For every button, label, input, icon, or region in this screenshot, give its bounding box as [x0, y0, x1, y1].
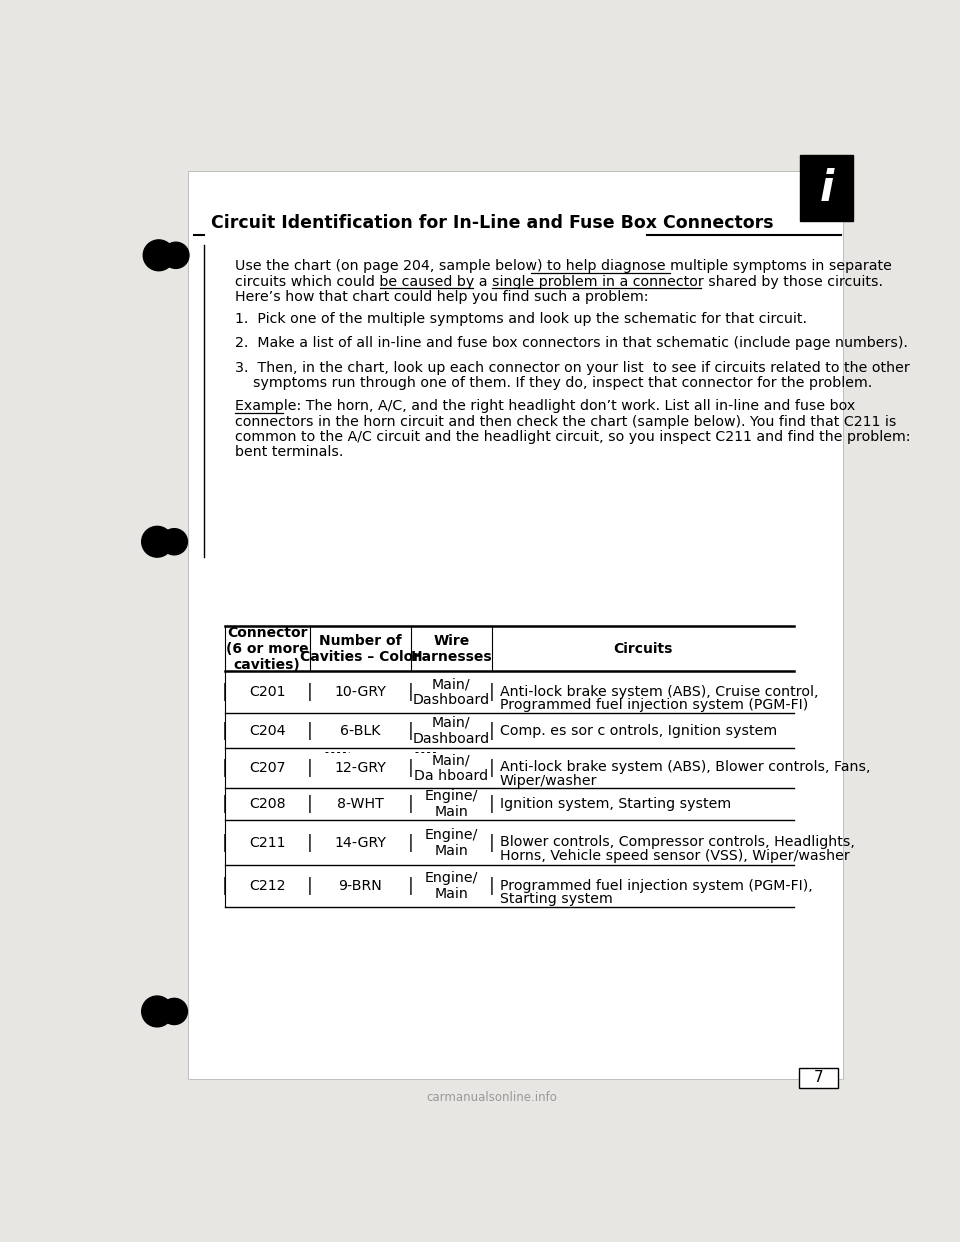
Text: Main/
Da hboard: Main/ Da hboard: [415, 753, 489, 784]
Text: Number of
Cavities – Color: Number of Cavities – Color: [300, 633, 420, 664]
Text: |: |: [305, 722, 315, 740]
Text: |: |: [305, 683, 315, 702]
Text: i: i: [820, 168, 834, 210]
Circle shape: [162, 242, 189, 268]
Text: |: |: [406, 759, 416, 777]
Text: |: |: [487, 683, 497, 702]
Text: |: |: [305, 833, 315, 852]
Text: 8-WHT: 8-WHT: [337, 797, 384, 811]
Text: 7: 7: [813, 1071, 823, 1086]
Text: |: |: [406, 833, 416, 852]
Text: |: |: [406, 722, 416, 740]
Circle shape: [161, 529, 187, 555]
Text: |: |: [220, 722, 229, 740]
Text: C208: C208: [249, 797, 285, 811]
Text: 1.  Pick one of the multiple symptoms and look up the schematic for that circuit: 1. Pick one of the multiple symptoms and…: [234, 312, 806, 325]
Text: Example: The horn, A/C, and the right headlight don’t work. List all in-line and: Example: The horn, A/C, and the right he…: [234, 399, 855, 414]
Text: Ignition system, Starting system: Ignition system, Starting system: [500, 797, 731, 811]
FancyBboxPatch shape: [801, 155, 853, 221]
Text: circuits which could be caused by a single problem in a connector shared by thos: circuits which could be caused by a sing…: [234, 274, 882, 288]
Text: C204: C204: [249, 724, 285, 738]
Text: 10-GRY: 10-GRY: [334, 686, 386, 699]
FancyBboxPatch shape: [188, 170, 843, 1079]
Text: Circuits: Circuits: [613, 642, 673, 656]
Text: 14-GRY: 14-GRY: [334, 836, 386, 850]
Text: connectors in the horn circuit and then check the chart (sample below). You find: connectors in the horn circuit and then …: [234, 415, 896, 428]
Text: |: |: [487, 877, 497, 895]
Text: C207: C207: [249, 761, 285, 775]
Text: Starting system: Starting system: [500, 893, 612, 907]
Text: Circuit Identification for In-Line and Fuse Box Connectors: Circuit Identification for In-Line and F…: [211, 214, 774, 232]
Circle shape: [161, 999, 187, 1025]
Text: Blower controls, Compressor controls, Headlights,: Blower controls, Compressor controls, He…: [500, 835, 854, 850]
Text: |: |: [406, 683, 416, 702]
Text: |: |: [487, 722, 497, 740]
Text: C201: C201: [249, 686, 285, 699]
Text: Comp. es sor c ontrols, Ignition system: Comp. es sor c ontrols, Ignition system: [500, 724, 777, 738]
Text: |: |: [220, 833, 229, 852]
Text: 2.  Make a list of all in-line and fuse box connectors in that schematic (includ: 2. Make a list of all in-line and fuse b…: [234, 337, 907, 350]
Circle shape: [142, 527, 173, 558]
Text: C211: C211: [249, 836, 285, 850]
Text: |: |: [487, 833, 497, 852]
Text: Programmed fuel injection system (PGM-FI),: Programmed fuel injection system (PGM-FI…: [500, 878, 812, 893]
Text: Connector
(6 or more
cavities): Connector (6 or more cavities): [226, 626, 308, 672]
Text: |: |: [305, 795, 315, 814]
Text: |: |: [487, 795, 497, 814]
Text: C212: C212: [249, 879, 285, 893]
Text: |: |: [406, 877, 416, 895]
FancyBboxPatch shape: [799, 1068, 838, 1088]
Text: bent terminals.: bent terminals.: [234, 446, 343, 460]
Text: |: |: [305, 877, 315, 895]
Text: symptoms run through one of them. If they do, inspect that connector for the pro: symptoms run through one of them. If the…: [234, 376, 872, 390]
Text: Use the chart (on page 204, sample below) to help diagnose multiple symptoms in : Use the chart (on page 204, sample below…: [234, 260, 892, 273]
Text: |: |: [487, 759, 497, 777]
Text: Programmed fuel injection system (PGM-FI): Programmed fuel injection system (PGM-FI…: [500, 698, 808, 713]
Text: 6-BLK: 6-BLK: [340, 724, 380, 738]
Text: |: |: [220, 795, 229, 814]
Text: |: |: [220, 877, 229, 895]
Circle shape: [143, 240, 175, 271]
Text: Horns, Vehicle speed sensor (VSS), Wiper/washer: Horns, Vehicle speed sensor (VSS), Wiper…: [500, 850, 850, 863]
Text: 9-BRN: 9-BRN: [338, 879, 382, 893]
Text: Wiper/washer: Wiper/washer: [500, 774, 597, 789]
Text: Main/
Dashboard: Main/ Dashboard: [413, 677, 490, 708]
Text: Here’s how that chart could help you find such a problem:: Here’s how that chart could help you fin…: [234, 289, 648, 304]
Text: Engine/
Main: Engine/ Main: [424, 789, 478, 820]
Text: |: |: [406, 795, 416, 814]
Text: |: |: [220, 759, 229, 777]
Text: common to the A/C circuit and the headlight circuit, so you inspect C211 and fin: common to the A/C circuit and the headli…: [234, 430, 910, 445]
Circle shape: [142, 996, 173, 1027]
Text: Engine/
Main: Engine/ Main: [424, 871, 478, 902]
Text: 3.  Then, in the chart, look up each connector on your list  to see if circuits : 3. Then, in the chart, look up each conn…: [234, 360, 909, 375]
Text: Engine/
Main: Engine/ Main: [424, 827, 478, 858]
Text: carmanualsonline.info: carmanualsonline.info: [426, 1092, 558, 1104]
Text: Wire
Harnesses: Wire Harnesses: [411, 633, 492, 664]
Text: |: |: [305, 759, 315, 777]
Text: Anti-lock brake system (ABS), Cruise control,: Anti-lock brake system (ABS), Cruise con…: [500, 684, 818, 698]
Text: |: |: [220, 683, 229, 702]
Text: 12-GRY: 12-GRY: [334, 761, 386, 775]
Text: Main/
Dashboard: Main/ Dashboard: [413, 715, 490, 746]
Text: Anti-lock brake system (ABS), Blower controls, Fans,: Anti-lock brake system (ABS), Blower con…: [500, 760, 871, 775]
